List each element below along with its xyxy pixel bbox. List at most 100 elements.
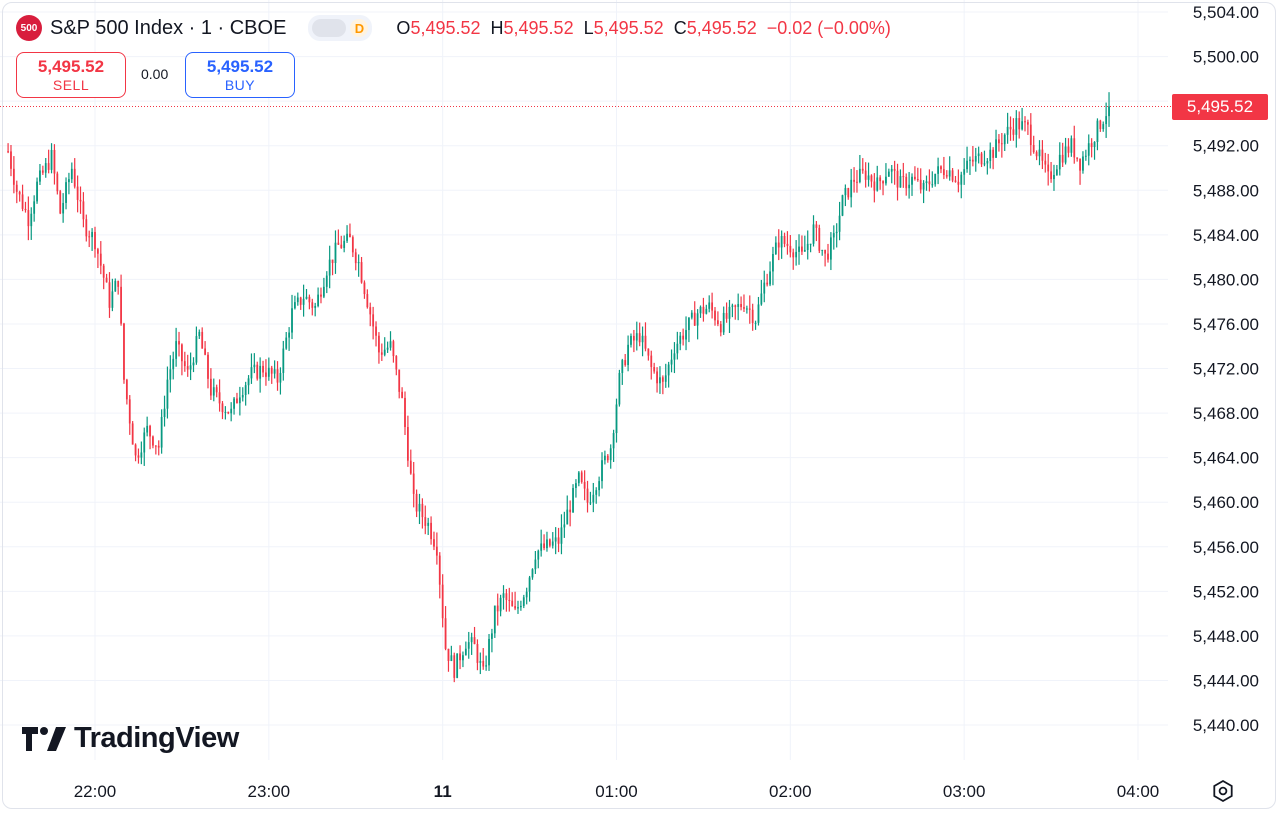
candle-body: [227, 411, 230, 414]
candle-body: [354, 252, 357, 264]
candle-body: [450, 655, 453, 661]
candle-body: [919, 179, 922, 190]
candle-body: [392, 341, 395, 357]
candle-body: [285, 337, 288, 349]
candle-body: [1035, 152, 1038, 157]
candle-body: [1090, 143, 1093, 148]
candle-body: [273, 369, 276, 374]
symbol-title[interactable]: S&P 500 Index · 1 · CBOE: [50, 16, 287, 39]
candle-body: [325, 275, 328, 287]
ohlc-low: L5,495.52: [583, 17, 664, 38]
ohlc-high: H5,495.52: [490, 17, 574, 38]
buy-button[interactable]: 5,495.52 BUY: [185, 52, 295, 98]
candle-body: [630, 335, 632, 345]
ohlc-values: O5,495.52 H5,495.52 L5,495.52 C5,495.52 …: [396, 18, 890, 39]
candle-body: [725, 312, 728, 319]
candle-body: [343, 240, 346, 248]
candle-body: [10, 151, 12, 169]
candle-body: [531, 569, 534, 578]
candle-body: [1099, 120, 1102, 130]
y-tick-label: 5,484.00: [1193, 226, 1259, 245]
settings-gear-icon[interactable]: [1211, 779, 1235, 803]
candle-body: [433, 539, 435, 547]
candle-body: [774, 242, 777, 254]
x-tick-label: 22:00: [74, 782, 117, 801]
candle-body: [476, 644, 479, 663]
candle-body: [337, 242, 340, 245]
candle-body: [511, 600, 514, 607]
candle-body: [70, 168, 73, 180]
candle-body: [818, 227, 821, 251]
candle-body: [383, 349, 386, 355]
candle-body: [456, 653, 459, 678]
candle-body: [911, 176, 913, 185]
y-tick-label: 5,464.00: [1193, 449, 1259, 468]
candle-body: [887, 171, 890, 177]
candle-body: [1096, 120, 1099, 142]
candle-body: [650, 355, 653, 368]
candle-body: [152, 436, 154, 446]
candle-body: [305, 296, 308, 299]
candle-body: [566, 509, 569, 525]
candle-body: [262, 365, 264, 373]
candle-body: [491, 633, 493, 639]
candle-body: [601, 460, 603, 482]
candle-body: [1053, 174, 1055, 180]
candle-body: [375, 326, 377, 336]
candle-body: [244, 385, 247, 395]
candle-body: [172, 358, 175, 370]
candle-body: [621, 360, 624, 373]
candle-body: [728, 306, 731, 319]
candle-body: [937, 166, 939, 174]
candle-body: [896, 170, 899, 188]
candle-body: [53, 149, 56, 174]
candle-body: [1073, 138, 1076, 158]
candle-body: [537, 550, 540, 560]
y-tick-label: 5,444.00: [1193, 671, 1259, 690]
candle-body: [829, 237, 832, 260]
candle-body: [131, 423, 134, 445]
candle-body: [482, 660, 485, 667]
candle-body: [696, 313, 699, 326]
candle-body: [68, 179, 70, 183]
candle-body: [612, 433, 615, 449]
candle-body: [844, 188, 847, 196]
candle-body: [734, 305, 737, 307]
candle-body: [163, 408, 166, 417]
candle-body: [960, 174, 963, 185]
candle-body: [969, 159, 971, 161]
x-tick-label: 01:00: [595, 782, 638, 801]
candle-body: [238, 397, 241, 404]
symbol-logo-badge: 500: [16, 15, 42, 41]
candle-body: [291, 308, 293, 333]
sell-price: 5,495.52: [37, 57, 105, 76]
candle-body: [589, 502, 592, 504]
candle-body: [311, 302, 314, 308]
market-status-pill[interactable]: D: [308, 15, 373, 41]
candle-body: [459, 653, 461, 661]
candle-body: [346, 233, 348, 241]
candle-body: [447, 648, 450, 661]
candle-body: [731, 305, 734, 307]
candle-body: [39, 170, 41, 182]
tradingview-logo[interactable]: TradingView: [22, 722, 239, 755]
candle-body: [462, 655, 464, 661]
candle-body: [412, 473, 415, 494]
candle-body: [517, 607, 519, 609]
candle-body: [470, 637, 473, 643]
candle-body: [44, 163, 47, 173]
candle-body: [508, 599, 511, 601]
candle-body: [178, 341, 180, 345]
candle-body: [914, 176, 916, 180]
sell-button[interactable]: 5,495.52 SELL: [16, 52, 126, 98]
candle-body: [942, 169, 945, 176]
candle-body: [934, 173, 937, 185]
candle-body: [386, 347, 389, 350]
candle-body: [1105, 116, 1108, 125]
candle-body: [296, 297, 299, 303]
candle-body: [427, 522, 430, 526]
y-tick-label: 5,440.00: [1193, 716, 1259, 735]
candle-body: [835, 231, 838, 234]
candle-body: [754, 322, 757, 324]
